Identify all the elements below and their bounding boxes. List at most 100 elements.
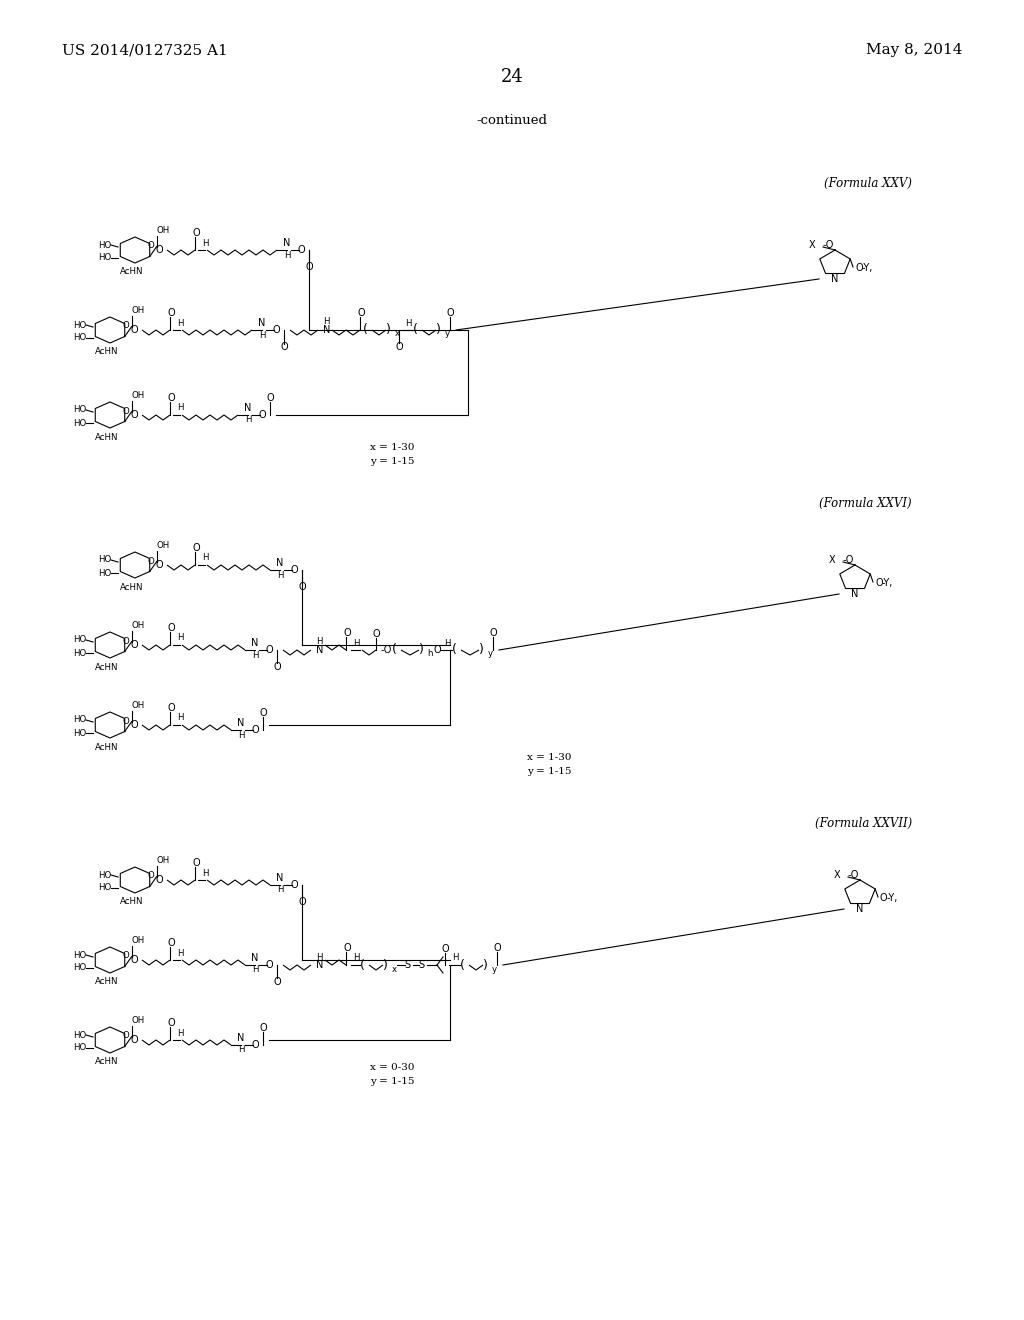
Text: (Formula XXV): (Formula XXV) xyxy=(824,177,912,190)
Text: H: H xyxy=(202,239,208,248)
Text: O: O xyxy=(130,954,138,965)
Text: OH: OH xyxy=(132,391,145,400)
Text: O: O xyxy=(880,894,888,903)
Text: N: N xyxy=(284,238,291,248)
Text: HO: HO xyxy=(73,418,86,428)
Text: S: S xyxy=(418,960,424,970)
Text: (: ( xyxy=(413,323,418,337)
Text: O: O xyxy=(167,393,175,403)
Text: (: ( xyxy=(452,644,457,656)
Text: X: X xyxy=(808,240,815,249)
Text: H: H xyxy=(284,251,290,260)
Text: h: h xyxy=(427,649,432,659)
Text: O: O xyxy=(298,582,306,591)
Text: X: X xyxy=(828,554,835,565)
Text: AcHN: AcHN xyxy=(120,268,143,276)
Text: -Y,: -Y, xyxy=(862,263,873,273)
Text: -O: -O xyxy=(848,870,859,880)
Text: O: O xyxy=(122,636,129,645)
Text: O: O xyxy=(265,960,272,970)
Text: OH: OH xyxy=(157,541,170,550)
Text: O: O xyxy=(298,898,306,907)
Text: HO: HO xyxy=(73,1031,86,1040)
Text: H: H xyxy=(316,638,323,647)
Text: (: ( xyxy=(362,323,368,337)
Text: AcHN: AcHN xyxy=(120,582,143,591)
Text: O: O xyxy=(281,342,288,352)
Text: AcHN: AcHN xyxy=(95,347,119,356)
Text: y = 1-15: y = 1-15 xyxy=(370,458,415,466)
Text: O: O xyxy=(343,942,351,953)
Text: O: O xyxy=(343,628,351,638)
Text: O: O xyxy=(265,645,272,655)
Text: HO: HO xyxy=(73,715,86,725)
Text: HO: HO xyxy=(73,334,86,342)
Text: AcHN: AcHN xyxy=(95,978,119,986)
Text: (: ( xyxy=(460,958,465,972)
Text: H: H xyxy=(276,570,284,579)
Text: O: O xyxy=(193,858,200,869)
Text: HO: HO xyxy=(98,569,112,578)
Text: O: O xyxy=(167,623,175,634)
Text: x: x xyxy=(392,965,397,974)
Text: O: O xyxy=(441,944,449,954)
Text: y: y xyxy=(445,330,451,338)
Text: HO: HO xyxy=(73,405,86,414)
Text: AcHN: AcHN xyxy=(95,1057,119,1067)
Text: ): ) xyxy=(386,323,390,337)
Text: -Y,: -Y, xyxy=(887,894,898,903)
Text: May 8, 2014: May 8, 2014 xyxy=(865,44,962,57)
Text: O: O xyxy=(273,977,281,987)
Text: H: H xyxy=(238,1045,245,1055)
Text: O: O xyxy=(272,325,280,335)
Text: (Formula XXVII): (Formula XXVII) xyxy=(815,817,912,829)
Text: H: H xyxy=(177,404,183,412)
Text: y: y xyxy=(488,649,494,659)
Text: H: H xyxy=(352,639,359,648)
Text: HO: HO xyxy=(73,729,86,738)
Text: N: N xyxy=(323,325,331,335)
Text: O: O xyxy=(357,308,365,318)
Text: -O: -O xyxy=(843,554,854,565)
Text: H: H xyxy=(177,1028,183,1038)
Text: ): ) xyxy=(482,958,487,972)
Text: -Y,: -Y, xyxy=(882,578,893,587)
Text: ): ) xyxy=(478,644,483,656)
Text: y: y xyxy=(492,965,497,974)
Text: O: O xyxy=(372,630,380,639)
Text: X: X xyxy=(834,870,840,880)
Text: O: O xyxy=(147,871,154,880)
Text: H: H xyxy=(252,651,258,660)
Text: y = 1-15: y = 1-15 xyxy=(527,767,571,776)
Text: (: ( xyxy=(359,958,365,972)
Text: HO: HO xyxy=(73,648,86,657)
Text: ): ) xyxy=(383,958,387,972)
Text: HO: HO xyxy=(73,964,86,973)
Text: O: O xyxy=(489,628,497,638)
Text: H: H xyxy=(259,330,265,339)
Text: O: O xyxy=(122,322,129,330)
Text: O: O xyxy=(433,645,440,655)
Text: (Formula XXVI): (Formula XXVI) xyxy=(819,496,912,510)
Text: x = 1-30: x = 1-30 xyxy=(527,754,571,763)
Text: OH: OH xyxy=(157,855,170,865)
Text: O: O xyxy=(147,242,154,251)
Text: -O: -O xyxy=(823,240,835,249)
Text: O: O xyxy=(167,1018,175,1028)
Text: US 2014/0127325 A1: US 2014/0127325 A1 xyxy=(62,44,227,57)
Text: H: H xyxy=(252,965,258,974)
Text: HO: HO xyxy=(98,240,112,249)
Text: H: H xyxy=(443,639,451,648)
Text: x: x xyxy=(395,330,400,338)
Text: 24: 24 xyxy=(501,69,523,86)
Text: x = 1-30: x = 1-30 xyxy=(370,444,415,453)
Text: O: O xyxy=(156,875,163,884)
Text: N: N xyxy=(831,275,839,284)
Text: OH: OH xyxy=(132,306,145,315)
Text: H: H xyxy=(316,953,323,961)
Text: ): ) xyxy=(435,323,440,337)
Text: y = 1-15: y = 1-15 xyxy=(370,1077,415,1086)
Text: N: N xyxy=(316,960,324,970)
Text: HO: HO xyxy=(98,870,112,879)
Text: OH: OH xyxy=(157,226,170,235)
